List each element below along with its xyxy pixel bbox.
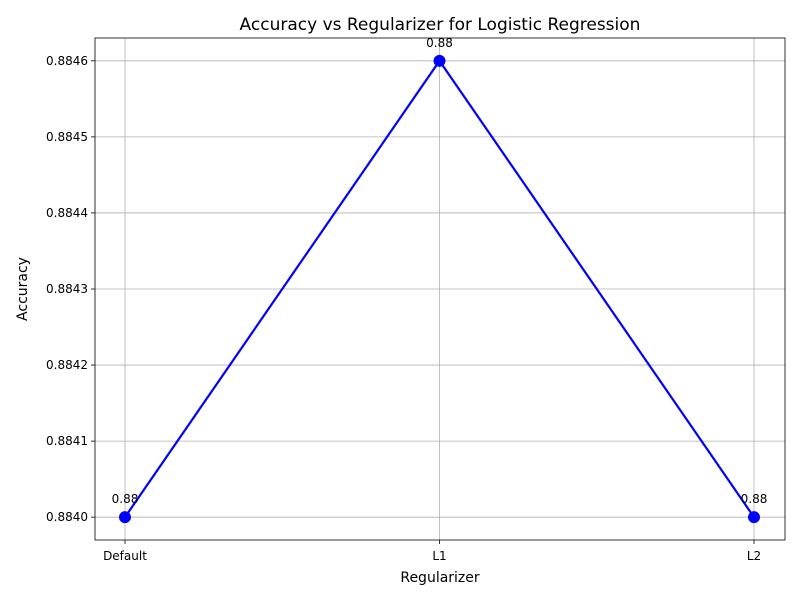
x-tick-label: L1 <box>432 549 446 563</box>
data-label: 0.88 <box>112 492 139 506</box>
x-axis-label: Regularizer <box>400 570 480 586</box>
y-tick-label: 0.8845 <box>46 130 88 144</box>
y-tick-label: 0.8841 <box>46 434 88 448</box>
data-point <box>748 511 760 524</box>
y-tick-label: 0.8843 <box>46 282 88 296</box>
data-label: 0.88 <box>741 492 768 506</box>
chart-title: Accuracy vs Regularizer for Logistic Reg… <box>240 15 641 35</box>
grid <box>95 38 785 540</box>
data-label: 0.88 <box>426 36 453 50</box>
x-tick-label: L2 <box>747 549 761 563</box>
x-tick-label: Default <box>103 549 147 563</box>
y-tick-label: 0.8846 <box>46 54 88 68</box>
y-axis-label: Accuracy <box>15 257 31 321</box>
y-tick-label: 0.8844 <box>46 206 88 220</box>
data-labels: 0.88 0.88 0.88 <box>112 36 768 506</box>
axis-ticks: 0.8840 0.8841 0.8842 0.8843 0.8844 0.8845 0.88… <box>46 54 761 563</box>
data-point <box>433 54 446 67</box>
data-point <box>119 511 131 524</box>
y-tick-label: 0.8842 <box>46 358 88 372</box>
y-tick-label: 0.8840 <box>46 510 88 524</box>
series-group <box>119 54 760 524</box>
